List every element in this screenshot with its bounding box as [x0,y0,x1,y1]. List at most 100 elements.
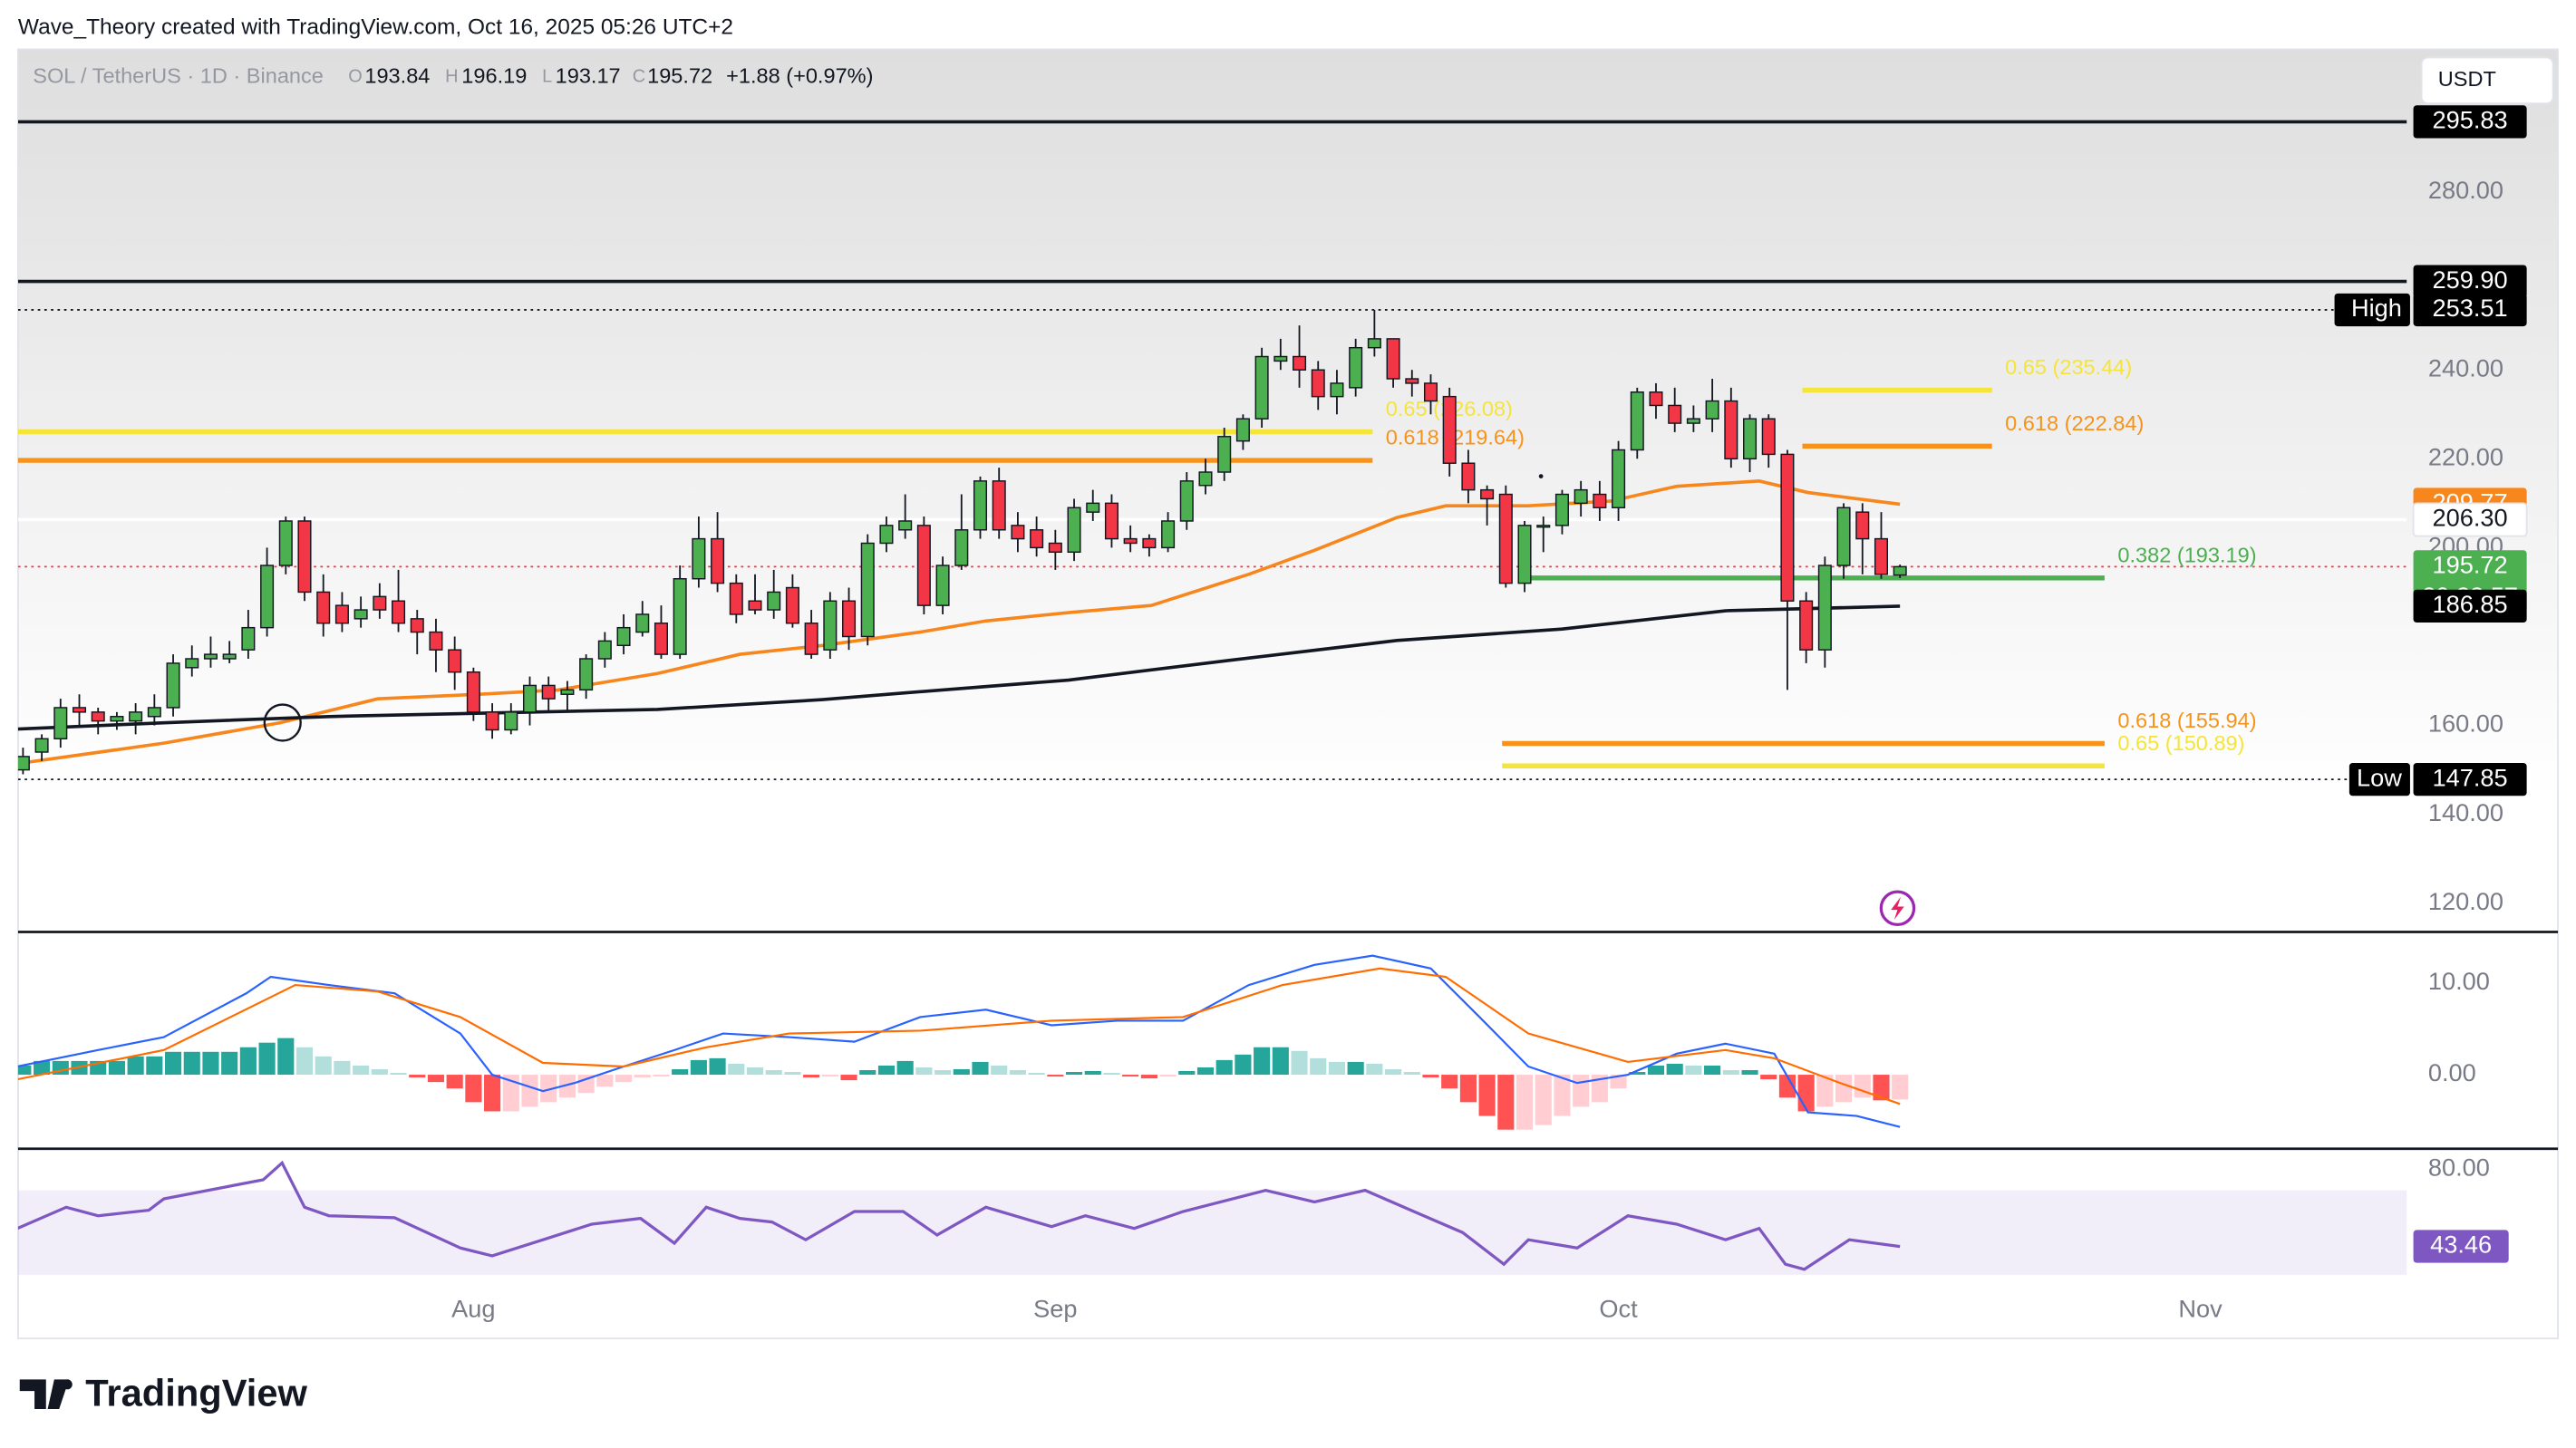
macd-bar [164,1051,182,1076]
macd-bar [1178,1071,1196,1076]
candle-body [823,600,838,651]
macd-bar [1441,1075,1458,1089]
candle-body [1349,346,1363,389]
candle-body [1086,502,1100,513]
candle-body [1686,418,1700,424]
alert-icon[interactable] [1879,890,1916,927]
icon-ring[interactable] [1879,890,1916,927]
candle-body [729,582,743,615]
macd-bar [1573,1075,1590,1107]
macd-bar [896,1060,914,1076]
marker-circle [263,703,302,742]
candle-body [166,662,180,709]
macd-bar [521,1075,538,1107]
candle-body [1386,338,1400,380]
candle-body [767,591,781,611]
candle-body [1799,600,1814,651]
candle-body [53,707,68,740]
macd-bar [1215,1059,1233,1076]
candle-body [635,613,650,633]
macd-bar [1366,1063,1383,1076]
tag-box [2334,293,2410,327]
button-label[interactable]: USDT [2438,67,2496,91]
candle-body [1235,418,1250,442]
macd-bar [577,1075,595,1094]
macd-bar [334,1060,351,1076]
macd-bar [1497,1075,1515,1130]
candle-body [1480,488,1495,500]
macd-bar [1140,1075,1157,1079]
macd-bar [239,1047,257,1076]
candle-body [1142,537,1157,549]
macd-bar [1835,1075,1853,1103]
candle-body [616,626,631,647]
brand-logo [19,1379,73,1410]
macd-bar [859,1069,876,1076]
macd-bar [1122,1075,1139,1077]
candle-body [1011,525,1025,540]
y-tick-label: 280.00 [2428,176,2503,204]
candle-body [692,537,706,580]
candle-body [185,658,199,669]
candle-body [1123,537,1138,545]
macd-bar [1647,1065,1665,1076]
candle-body [17,756,30,771]
x-tick-label: Sep [1033,1294,1077,1322]
ohlc-value: 193.17 [556,63,621,87]
ohlc-value: 195.72 [647,63,712,87]
candle-body [842,600,857,638]
macd-bar [446,1075,463,1089]
candle-body [1612,449,1626,508]
rsi-tick-label: 80.00 [2428,1154,2490,1182]
candle-body [1554,493,1569,526]
candle-body [1517,525,1532,584]
candle-body [316,591,331,624]
macd-bar [1873,1075,1890,1101]
price-badge [2413,293,2527,327]
macd-bar [1403,1072,1420,1076]
tag-label: Low [2357,763,2402,791]
macd-bar [1741,1069,1758,1076]
macd-bar [1722,1069,1739,1076]
candle-body [1104,502,1119,540]
macd-bar [1459,1075,1477,1103]
candle-body [1330,382,1344,398]
icon-bolt[interactable] [1891,896,1904,920]
fib-label: 0.65 (150.89) [2117,731,2244,755]
macd-bar [502,1075,519,1112]
macd-bar [1009,1069,1026,1076]
macd-bar [1385,1068,1402,1076]
macd-bar [1291,1050,1308,1076]
macd-tick-label: 10.00 [2428,967,2490,995]
macd-bar [1084,1071,1101,1076]
fib-label: 0.65 (235.44) [2005,355,2132,379]
tag-label: High [2351,294,2402,322]
marker-dot [1538,474,1544,478]
macd-bar [1347,1061,1364,1076]
macd-bar [765,1069,782,1076]
candle-body [560,689,575,695]
price-badge-label: 186.85 [2433,590,2508,618]
price-badge-label: 295.83 [2433,106,2508,134]
candle-body [1743,418,1758,460]
candle-body [429,631,443,651]
button-frame[interactable] [2420,56,2554,105]
brand-name: TradingView [85,1372,307,1414]
macd-bar [672,1068,689,1076]
candle-body [1836,507,1851,566]
price-badge [2413,265,2527,298]
macd-bar [221,1051,238,1076]
macd-bar [653,1075,670,1077]
candle-body [1724,400,1738,460]
candle-body [1161,520,1176,549]
macd-bar [615,1075,633,1083]
macd-bar [127,1056,144,1076]
currency-button[interactable]: USDT [2420,56,2554,105]
change: +1.88 (+0.97%) [726,63,873,87]
chart-frame [17,48,2559,1340]
macd-bar [1328,1061,1346,1076]
macd-bar [146,1056,163,1076]
macd-bar [840,1075,857,1081]
ohlc-key: O [348,66,363,86]
